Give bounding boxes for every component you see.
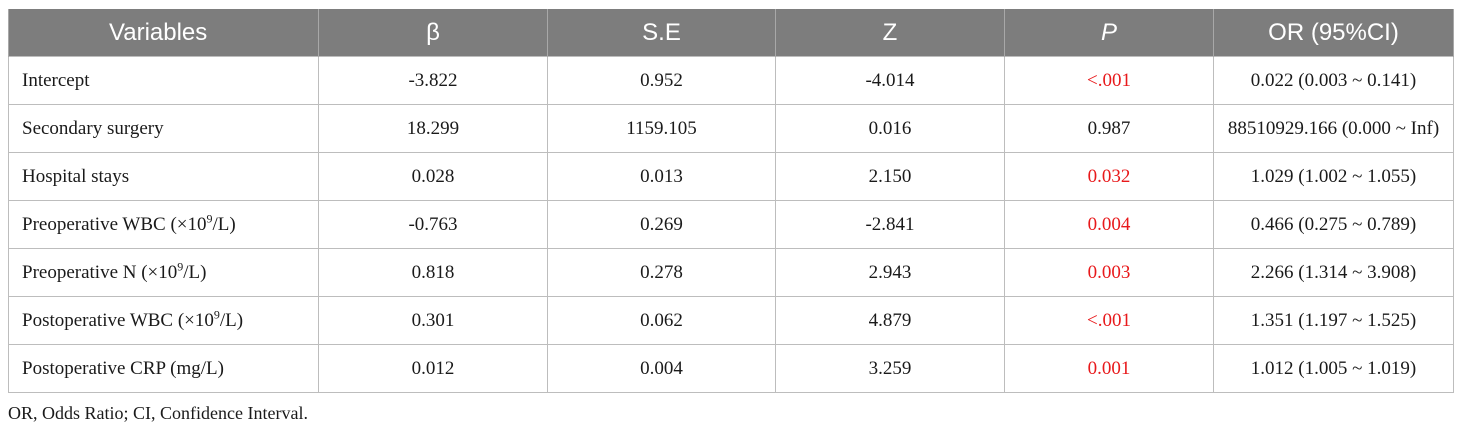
variable-unit: /L): [183, 261, 207, 283]
table-header: Variables β S.E Z P OR (95%CI): [8, 9, 1454, 57]
cell-p: <.001: [1004, 56, 1214, 105]
cell-z: 2.150: [775, 152, 1005, 201]
cell-p: <.001: [1004, 296, 1214, 345]
cell-z: 4.879: [775, 296, 1005, 345]
cell-z: 0.016: [775, 104, 1005, 153]
cell-p: 0.032: [1004, 152, 1214, 201]
cell-beta: 0.028: [318, 152, 548, 201]
cell-or: 2.266 (1.314 ~ 3.908): [1213, 248, 1454, 297]
cell-variable: Preoperative N (×109/L): [8, 248, 319, 297]
cell-beta: -3.822: [318, 56, 548, 105]
cell-p: 0.001: [1004, 344, 1214, 393]
header-or-ci: OR (95%CI): [1213, 9, 1454, 57]
cell-beta: 0.012: [318, 344, 548, 393]
cell-p: 0.004: [1004, 200, 1214, 249]
cell-or: 1.351 (1.197 ~ 1.525): [1213, 296, 1454, 345]
cell-variable: Intercept: [8, 56, 319, 105]
variable-text: Postoperative WBC (×10: [22, 309, 214, 331]
table-footnote: OR, Odds Ratio; CI, Confidence Interval.: [8, 403, 308, 423]
cell-se: 1159.105: [547, 104, 776, 153]
cell-z: 2.943: [775, 248, 1005, 297]
cell-p: 0.987: [1004, 104, 1214, 153]
cell-z: 3.259: [775, 344, 1005, 393]
regression-table-container: Variables β S.E Z P OR (95%CI) Intercept…: [8, 9, 1454, 393]
variable-text: Preoperative N (×10: [22, 261, 178, 283]
header-p: P: [1004, 9, 1214, 57]
cell-z: -4.014: [775, 56, 1005, 105]
table-row: Hospital stays 0.028 0.013 2.150 0.032 1…: [8, 152, 1454, 201]
cell-beta: 0.301: [318, 296, 548, 345]
cell-p: 0.003: [1004, 248, 1214, 297]
header-variables: Variables: [8, 9, 319, 57]
cell-se: 0.278: [547, 248, 776, 297]
variable-text: Preoperative WBC (×10: [22, 213, 207, 235]
exponent: 9: [213, 307, 220, 322]
cell-se: 0.062: [547, 296, 776, 345]
table-row: Preoperative WBC (×109/L) -0.763 0.269 -…: [8, 200, 1454, 249]
cell-or: 1.029 (1.002 ~ 1.055): [1213, 152, 1454, 201]
table-row: Postoperative WBC (×109/L) 0.301 0.062 4…: [8, 296, 1454, 345]
header-row: Variables β S.E Z P OR (95%CI): [8, 9, 1454, 57]
table-body: Intercept -3.822 0.952 -4.014 <.001 0.02…: [8, 56, 1454, 393]
exponent: 9: [206, 211, 213, 226]
table-row: Postoperative CRP (mg/L) 0.012 0.004 3.2…: [8, 344, 1454, 393]
cell-se: 0.269: [547, 200, 776, 249]
header-se: S.E: [547, 9, 776, 57]
cell-beta: -0.763: [318, 200, 548, 249]
cell-se: 0.952: [547, 56, 776, 105]
cell-variable: Secondary surgery: [8, 104, 319, 153]
cell-z: -2.841: [775, 200, 1005, 249]
cell-variable: Preoperative WBC (×109/L): [8, 200, 319, 249]
header-p-label: P: [1100, 18, 1117, 46]
variable-unit: /L): [212, 213, 236, 235]
cell-beta: 18.299: [318, 104, 548, 153]
table-row: Intercept -3.822 0.952 -4.014 <.001 0.02…: [8, 56, 1454, 105]
cell-variable: Postoperative CRP (mg/L): [8, 344, 319, 393]
header-z: Z: [775, 9, 1005, 57]
cell-beta: 0.818: [318, 248, 548, 297]
cell-or: 0.466 (0.275 ~ 0.789): [1213, 200, 1454, 249]
cell-or: 1.012 (1.005 ~ 1.019): [1213, 344, 1454, 393]
table-row: Preoperative N (×109/L) 0.818 0.278 2.94…: [8, 248, 1454, 297]
table-row: Secondary surgery 18.299 1159.105 0.016 …: [8, 104, 1454, 153]
cell-variable: Postoperative WBC (×109/L): [8, 296, 319, 345]
cell-se: 0.013: [547, 152, 776, 201]
cell-or: 0.022 (0.003 ~ 0.141): [1213, 56, 1454, 105]
header-beta: β: [318, 9, 548, 57]
cell-se: 0.004: [547, 344, 776, 393]
cell-or: 88510929.166 (0.000 ~ Inf): [1213, 104, 1454, 153]
regression-table: Variables β S.E Z P OR (95%CI) Intercept…: [8, 9, 1454, 393]
cell-variable: Hospital stays: [8, 152, 319, 201]
exponent: 9: [177, 259, 184, 274]
variable-unit: /L): [219, 309, 244, 331]
